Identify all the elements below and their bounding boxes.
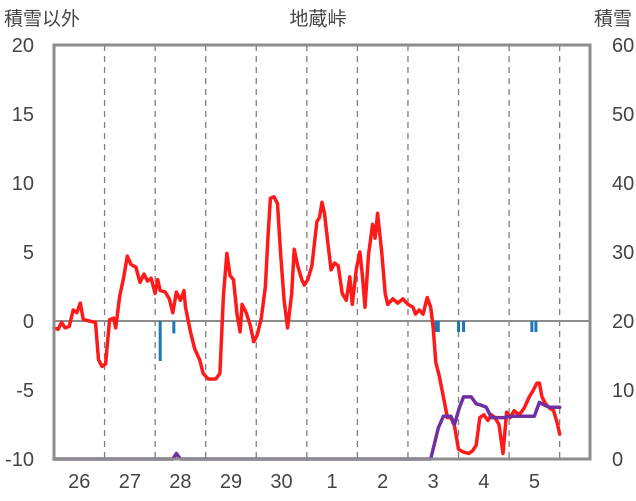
precip-bar [457, 321, 461, 333]
plot-frame [52, 43, 592, 461]
left-tick-label: 20 [12, 35, 34, 57]
x-axis-ticks: 26 27 28 29 30 1 2 3 4 5 [68, 471, 540, 493]
precip-bar [530, 321, 534, 333]
chart-title: 地蔵峠 [289, 8, 346, 30]
precip-bar [534, 321, 538, 333]
right-tick-label: 60 [612, 35, 634, 57]
right-axis-label: 積雪 [594, 8, 632, 30]
right-tick-label: 30 [612, 242, 634, 264]
left-tick-label: 15 [12, 104, 34, 126]
x-tick-label: 27 [119, 471, 141, 493]
x-tick-label: 1 [327, 471, 338, 493]
temperature-line [52, 195, 562, 456]
x-tick-label: 5 [529, 471, 540, 493]
right-tick-label: 0 [612, 449, 623, 471]
right-tick-label: 10 [612, 380, 634, 402]
left-axis-ticks: -10 -5 0 5 10 15 20 [5, 35, 34, 471]
x-tick-label: 4 [478, 471, 489, 493]
precip-bar [172, 321, 176, 334]
right-tick-label: 40 [612, 173, 634, 195]
precip-bar [158, 321, 162, 362]
left-tick-label: 5 [23, 242, 34, 264]
right-tick-label: 50 [612, 104, 634, 126]
x-tick-label: 28 [169, 471, 191, 493]
precip-bar [436, 321, 440, 333]
left-tick-label: 0 [23, 311, 34, 333]
grid-lines [54, 45, 590, 459]
left-tick-label: -10 [5, 449, 34, 471]
precip-bar [462, 321, 466, 333]
x-tick-label: 30 [270, 471, 292, 493]
right-tick-label: 20 [612, 311, 634, 333]
left-tick-label: -5 [16, 380, 34, 402]
x-tick-label: 3 [428, 471, 439, 493]
precip-bars [158, 321, 538, 362]
x-tick-label: 2 [377, 471, 388, 493]
right-axis-ticks: 0 10 20 30 40 50 60 [612, 35, 634, 471]
x-tick-label: 29 [220, 471, 242, 493]
precip-bar [434, 321, 438, 333]
snow-depth-line [52, 395, 562, 461]
x-tick-label: 26 [68, 471, 90, 493]
left-axis-label: 積雪以外 [4, 8, 80, 30]
left-tick-label: 10 [12, 173, 34, 195]
